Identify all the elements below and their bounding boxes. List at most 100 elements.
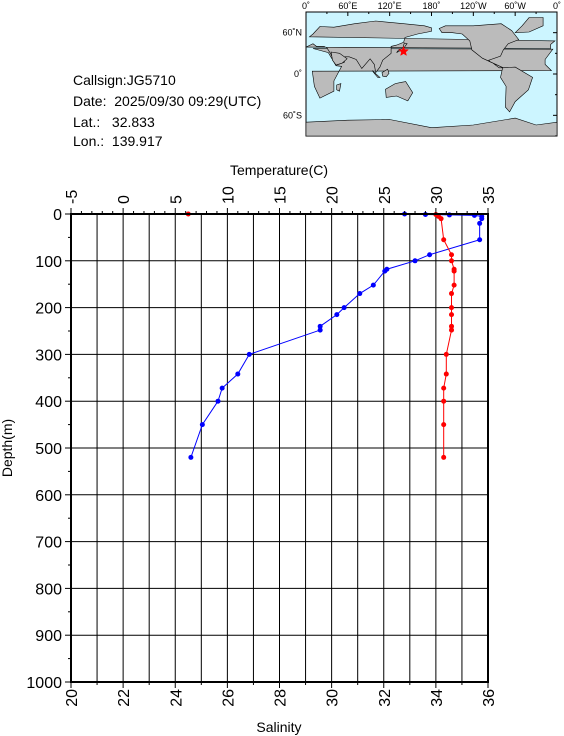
salinity-point [449, 312, 455, 318]
depth-tick-label: 500 [35, 441, 62, 458]
temperature-tick-label: 30 [429, 186, 446, 204]
salinity-point [443, 351, 449, 357]
temperature-point [477, 220, 483, 226]
salinity-series [185, 211, 457, 460]
station-marker [398, 45, 409, 56]
longitude-text: Lon.: 139.917 [73, 133, 163, 149]
salinity-point [449, 252, 455, 258]
salinity-tick-label: 36 [481, 689, 498, 707]
depth-tick-label: 200 [35, 301, 62, 318]
temperature-point [341, 305, 347, 311]
sumatra-land [371, 70, 381, 78]
temperature-point [235, 371, 241, 377]
temperature-tick-label: 10 [220, 186, 237, 204]
temperature-tick-label: 5 [168, 195, 185, 204]
salinity-point [443, 371, 449, 377]
salinity-point [441, 385, 447, 391]
latitude-text: Lat.: 32.833 [73, 114, 155, 130]
depth-tick-labels: 0 100 200 300 400 500 600 700 800 900 1000 [26, 207, 62, 692]
australia-land [385, 81, 414, 102]
madagascar-land [336, 83, 342, 92]
temperature-point [334, 312, 340, 318]
salinity-tick-label: 34 [429, 689, 446, 707]
salinity-tick-label: 20 [64, 689, 81, 707]
date-text: Date: 2025/09/30 09:29(UTC) [73, 93, 262, 109]
map-lon-label: 60˚E [338, 1, 357, 11]
depth-tick-label: 700 [35, 535, 62, 552]
temperature-point [188, 454, 194, 460]
depth-tick-label: 600 [35, 488, 62, 505]
map-lon-label: 180˚ [422, 1, 440, 11]
temperature-point [219, 385, 225, 391]
europe-asia-land [305, 20, 556, 74]
depth-tick-label: 100 [35, 254, 62, 271]
callsign-text: Callsign:JG5710 [73, 72, 176, 88]
map-top-labels: 0˚ 60˚E 120˚E 180˚ 120˚W 60˚W 0˚ [302, 1, 561, 11]
temperature-point [427, 252, 433, 258]
temperature-series [188, 211, 485, 460]
temperature-point [317, 323, 323, 329]
map-lat-label: 0˚ [294, 69, 302, 79]
salinity-point [449, 305, 455, 311]
map-lon-label: 0˚ [302, 1, 310, 11]
south-america-land [500, 66, 533, 113]
temperature-tick-label: -5 [64, 190, 81, 204]
salinity-point [441, 422, 447, 428]
north-america-land [438, 23, 520, 69]
temperature-point [357, 291, 363, 297]
arabia-land [330, 51, 348, 66]
map-lon-label: 120˚E [378, 1, 402, 11]
salinity-point [449, 327, 455, 333]
salinity-point [449, 323, 455, 329]
salinity-point [449, 291, 455, 297]
salinity-tick-label: 22 [116, 689, 133, 707]
depth-tick-label: 900 [35, 628, 62, 645]
salinity-tick-label: 32 [377, 689, 394, 707]
temperature-point [370, 282, 376, 288]
depth-tick-label: 400 [35, 394, 62, 411]
salinity-tick-label: 26 [220, 689, 237, 707]
salinity-point [441, 398, 447, 404]
temperature-point [215, 398, 221, 404]
temperature-tick-label: 15 [273, 186, 290, 204]
temperature-point [199, 422, 205, 428]
axis-ticks [65, 208, 489, 688]
salinity-tick-label: 28 [273, 689, 290, 707]
temperature-tick-label: 0 [116, 195, 133, 204]
station-star-icon [398, 45, 409, 56]
antarctica-land [305, 117, 558, 137]
depth-tick-label: 800 [35, 581, 62, 598]
depth-tick-label: 300 [35, 347, 62, 364]
salinity-point [438, 216, 444, 222]
map-land [305, 17, 558, 137]
temperature-tick-label: 35 [481, 186, 498, 204]
salinity-point [441, 237, 447, 243]
temperature-tick-labels: -5 0 5 10 15 20 25 30 35 [64, 186, 498, 204]
depth-axis-title: Depth(m) [0, 419, 15, 477]
map-lon-label: 120˚W [460, 1, 487, 11]
salinity-point [451, 268, 457, 274]
temperature-point [412, 258, 418, 264]
temperature-point [317, 327, 323, 333]
greenland-land [514, 17, 544, 34]
temperature-tick-label: 20 [325, 186, 342, 204]
map-lat-labels: 60˚N 0˚ 60˚S [282, 28, 302, 121]
temperature-point [477, 237, 483, 243]
salinity-tick-label: 30 [325, 689, 342, 707]
temperature-axis-title: Temperature(C) [230, 162, 328, 178]
salinity-point [441, 454, 447, 460]
world-map: 0˚ 60˚E 120˚E 180˚ 120˚W 60˚W 0˚ 60˚N 0˚ 60˚S [282, 1, 561, 137]
series-layer [185, 211, 485, 460]
depth-tick-label: 1000 [26, 675, 62, 692]
map-lat-label: 60˚S [283, 110, 302, 120]
salinity-tick-labels: 20 22 24 26 28 30 32 34 36 [64, 689, 498, 707]
temperature-point [382, 268, 388, 274]
salinity-axis-title: Salinity [256, 719, 301, 735]
map-lon-label: 0˚ [553, 1, 561, 11]
map-lon-label: 60˚W [504, 1, 526, 11]
salinity-tick-label: 24 [168, 689, 185, 707]
depth-tick-label: 0 [53, 207, 62, 224]
temperature-point [479, 216, 485, 222]
salinity-point [449, 258, 455, 264]
